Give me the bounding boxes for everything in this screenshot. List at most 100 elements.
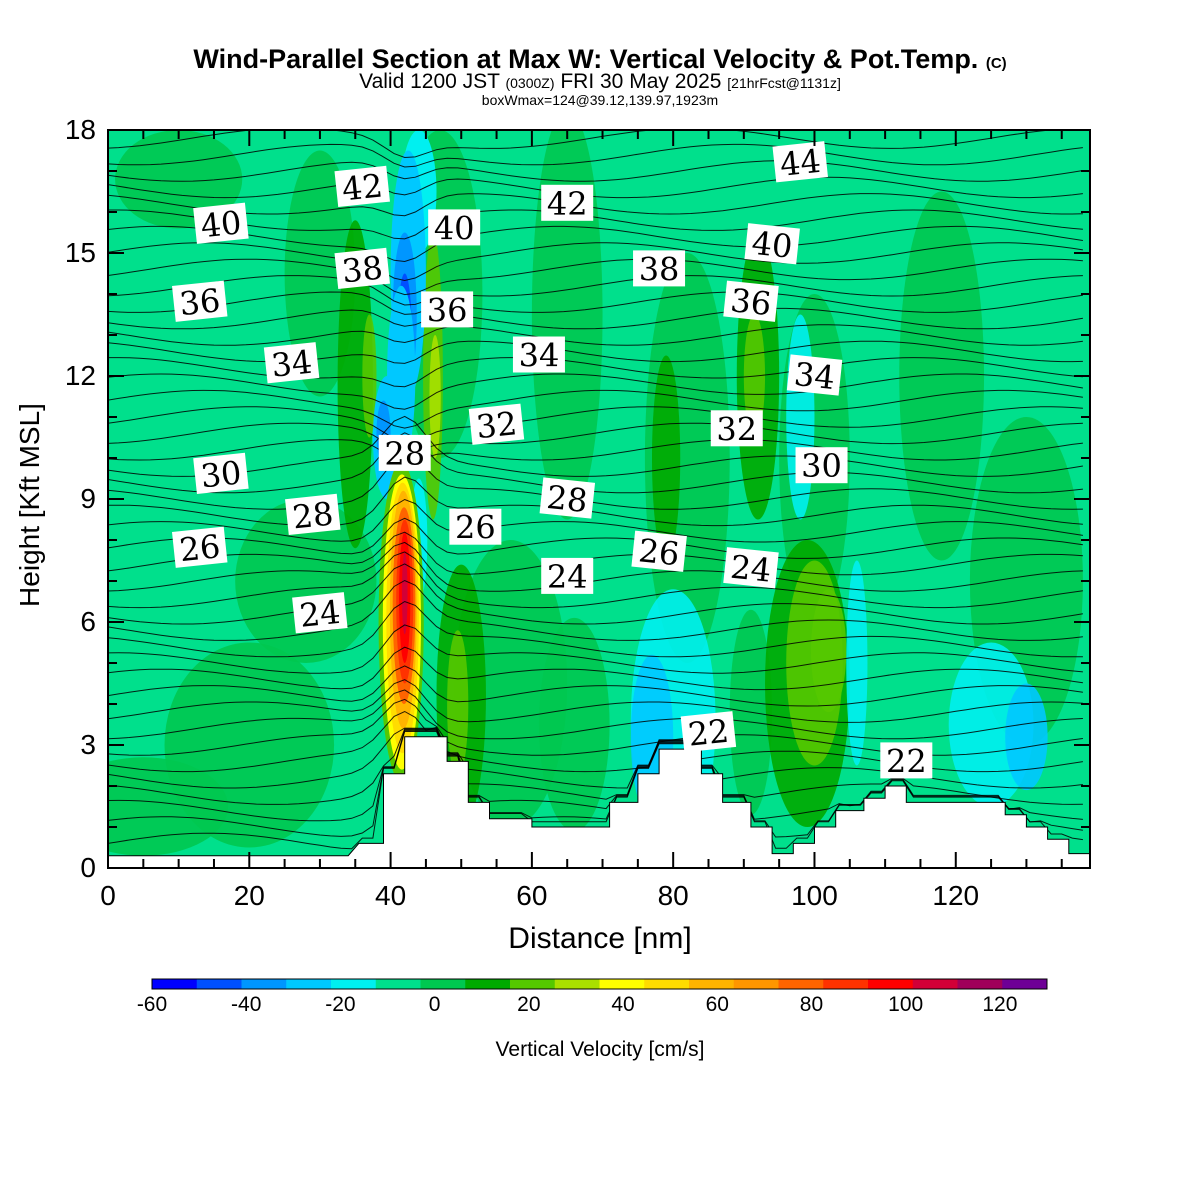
- x-tick-label: 20: [233, 880, 265, 911]
- isentrope-line: [108, 646, 1083, 691]
- isentrope-label: 40: [428, 209, 481, 247]
- isentrope-label: 38: [633, 250, 686, 288]
- y-tick-label: 0: [80, 852, 96, 883]
- label-box: [428, 209, 481, 246]
- colorbar-tick-label: -20: [325, 993, 356, 1016]
- velocity-cell: [429, 335, 441, 458]
- colorbar-swatch: [286, 979, 332, 989]
- label-box: [631, 530, 687, 572]
- isentrope-label: 34: [512, 336, 565, 375]
- colorbar-swatch: [912, 979, 958, 989]
- isentrope-label: 42: [541, 184, 594, 223]
- isentrope-label-text: 24: [547, 558, 588, 596]
- box-wmax-info: boxWmax=124@39.12,139.97,1923m: [481, 92, 719, 108]
- isentrope-label: 24: [292, 592, 348, 635]
- isentrope-label-text: 24: [298, 593, 342, 635]
- chart-valid-time: Valid 1200 JST (0300Z) FRI 30 May 2025 […: [0, 70, 1200, 94]
- y-axis-label: Height [Kft MSL]: [14, 403, 45, 607]
- isentrope-label-text: 30: [801, 447, 842, 485]
- colorbar-tick-label: -60: [136, 993, 168, 1016]
- isentrope-line: [108, 193, 1083, 217]
- isentrope-label-text: 26: [178, 527, 222, 569]
- isentrope-label: 28: [378, 434, 431, 473]
- isentrope-line: [108, 225, 1083, 263]
- isentrope-line: [108, 242, 1083, 282]
- velocity-cell: [115, 130, 243, 229]
- isentrope-label-text: 28: [384, 435, 425, 473]
- label-box: [193, 452, 249, 495]
- title-main: Wind-Parallel Section at Max W: Vertical…: [193, 44, 979, 74]
- isentrope-line: [108, 176, 1083, 199]
- isentrope-label: 28: [285, 493, 341, 536]
- isentrope-line: [108, 689, 1083, 740]
- colorbar-swatch: [331, 979, 377, 989]
- isentrope-label: 42: [334, 165, 390, 208]
- colorbar-swatch: [241, 979, 287, 989]
- colorbar-frame: [151, 978, 1048, 990]
- velocity-cell: [846, 560, 868, 766]
- label-box: [539, 477, 596, 519]
- label-box: [263, 342, 320, 384]
- colorbar-swatch: [510, 979, 556, 989]
- colorbar-tick-label: 0: [428, 993, 441, 1016]
- x-tick-label: 0: [100, 880, 116, 911]
- isentrope-label: 36: [421, 291, 474, 329]
- potential-temperature-contours: [108, 130, 1083, 850]
- isentrope-label: 26: [171, 526, 228, 569]
- label-box: [512, 336, 565, 373]
- colorbar-swatch: [868, 979, 914, 989]
- forecast-info: [21hrFcst@1131z]: [727, 75, 841, 91]
- y-tick-label: 12: [64, 360, 96, 391]
- isentrope-line: [108, 730, 1083, 838]
- label-box: [680, 711, 737, 753]
- isentrope-line: [108, 679, 1083, 723]
- colorbar-swatch: [1002, 979, 1048, 989]
- isentrope-line: [108, 258, 1083, 296]
- label-box: [171, 280, 228, 322]
- colorbar-tick-label: -40: [231, 993, 262, 1016]
- isentrope-line: [108, 324, 1083, 346]
- isentrope-label: 30: [193, 452, 249, 495]
- label-box: [710, 410, 763, 447]
- isentrope-line: [108, 728, 1083, 805]
- velocity-cell: [899, 191, 985, 561]
- isentrope-line: [108, 476, 1083, 527]
- isentrope-label-text: 44: [778, 142, 822, 184]
- isentrope-line: [108, 624, 1083, 674]
- isentrope-label-text: 34: [269, 343, 313, 385]
- label-box: [541, 557, 594, 594]
- colorbar-swatch: [778, 979, 824, 989]
- y-tick-label: 6: [80, 606, 96, 637]
- velocity-cell: [1005, 683, 1048, 791]
- isentrope-label: 22: [680, 711, 737, 754]
- label-box: [292, 592, 348, 634]
- isentrope-label: 30: [795, 447, 848, 485]
- colorbar-swatch: [823, 979, 869, 989]
- isentrope-label-text: 24: [729, 548, 773, 590]
- isentrope-label-text: 40: [434, 209, 475, 247]
- label-box: [193, 202, 249, 244]
- isentrope-label: 32: [710, 410, 763, 448]
- isentrope-label-text: 22: [886, 742, 927, 780]
- isentrope-label-text: 22: [686, 712, 730, 754]
- isentrope-label: 24: [541, 557, 594, 596]
- label-box: [786, 354, 843, 396]
- isentrope-label: 24: [723, 547, 779, 590]
- valid-utc: (0300Z): [505, 75, 555, 91]
- isentrope-label-text: 30: [199, 453, 243, 495]
- isentrope-label: 36: [171, 280, 228, 323]
- velocity-cell: [284, 150, 356, 397]
- isentrope-line: [108, 517, 1083, 559]
- colorbar-swatch: [375, 979, 421, 989]
- chart-title: Wind-Parallel Section at Max W: Vertical…: [0, 44, 1200, 75]
- isentrope-line: [108, 729, 1083, 822]
- isentrope-label: 26: [449, 508, 502, 547]
- isentrope-label: 26: [631, 530, 687, 573]
- isentrope-line: [108, 498, 1083, 543]
- terrain: [108, 736, 1090, 868]
- isentrope-label-text: 42: [340, 166, 384, 208]
- isentrope-label-text: 28: [545, 478, 589, 520]
- isentrope-line: [108, 439, 1083, 463]
- colorbar-tick-label: 40: [611, 993, 635, 1016]
